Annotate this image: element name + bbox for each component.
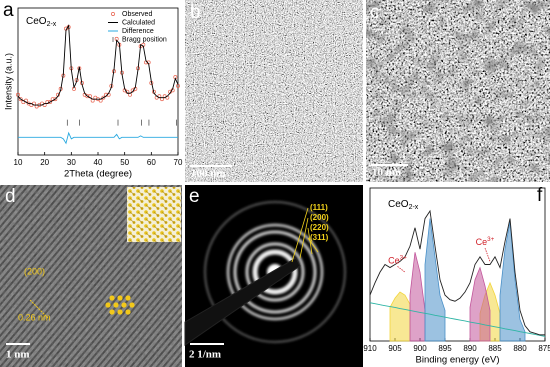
x-tick-label: 30 (67, 158, 76, 167)
series-line (17, 24, 179, 106)
panel-label: d (5, 186, 16, 207)
plane-label: (200) (24, 266, 45, 276)
panel-label: b (190, 2, 201, 23)
panel-label: f (537, 185, 543, 206)
plot-frame (17, 7, 179, 156)
ring-label: (220) (310, 223, 329, 232)
x-tick-label: 895 (438, 344, 452, 353)
x-tick-label: 890 (463, 344, 477, 353)
x-tick-label: 885 (488, 344, 502, 353)
x-tick-label: 70 (174, 158, 183, 167)
formula-sub: 2-x (47, 21, 57, 28)
tem-image (185, 0, 363, 182)
x-tick-label: 900 (413, 344, 427, 353)
panel-e: (111)(200)(220)(311) e 2 1/nm (184, 185, 363, 367)
tem-image-shade (366, 0, 550, 182)
diffraction-rings (204, 201, 346, 343)
x-axis-label: Binding energy (eV) (416, 355, 500, 366)
annotation-base: Ce (476, 237, 488, 247)
annotation-base: Ce (388, 256, 400, 266)
panel-c: c 10 nm (366, 0, 550, 182)
formula-base: CeO (388, 199, 409, 210)
formula-sub: 2-x (409, 204, 419, 211)
scale-bar-label: 2 1/nm (189, 349, 221, 361)
x-tick-label: 50 (120, 158, 129, 167)
x-tick-label: 880 (513, 344, 527, 353)
annotation-arrow (397, 266, 406, 273)
ring-pointers (291, 207, 319, 263)
y-axis-label: Intensity (a.u.) (3, 53, 13, 110)
observed-point (77, 66, 82, 71)
panel-label: a (3, 0, 14, 21)
observed-point (85, 94, 90, 99)
series-line (369, 209, 545, 336)
annotation-arrow (484, 247, 491, 262)
x-tick-label: 20 (40, 158, 49, 167)
component-area (409, 252, 426, 342)
component-area (469, 266, 491, 342)
x-tick-label: 910 (363, 344, 377, 353)
panel-label: e (189, 186, 200, 207)
x-tick-label: 905 (388, 344, 402, 353)
plot-frame (369, 187, 546, 342)
observed-point (101, 95, 106, 100)
charts: 10 20 30 40 50 60 70 2Theta (degree) Intensity (… (3, 0, 550, 366)
x-tick-label: 875 (538, 344, 550, 353)
spacing-marker (29, 299, 49, 319)
observed-point (18, 97, 23, 102)
ring-label: (311) (310, 233, 329, 242)
structure-inset (127, 187, 181, 242)
series-line (369, 302, 546, 337)
beam-stop (184, 257, 301, 346)
observed-point (48, 100, 52, 105)
legend-label: Difference (122, 28, 154, 35)
panel-b: b 100 nm (185, 0, 363, 182)
scale-bar-label: 10 nm (372, 167, 401, 179)
spacing-label: 0.26 nm (18, 312, 51, 322)
x-tick-label: 10 (14, 158, 23, 167)
x-tick-label: 60 (147, 158, 156, 167)
ring-labels: (111)(200)(220)(311) (310, 203, 329, 242)
annotation-sup: 3+ (400, 254, 408, 261)
x-tick-label: 40 (94, 158, 103, 167)
legend-label: Observed (122, 11, 152, 18)
component-area (499, 221, 526, 342)
formula-base: CeO (26, 16, 47, 27)
component-area (424, 218, 446, 342)
legend-label: Calculated (122, 19, 155, 26)
ring-label: (200) (310, 213, 329, 222)
legend-marker (111, 12, 115, 16)
observed-point (53, 97, 58, 102)
formula: CeO2-x (388, 199, 419, 211)
component-area (389, 291, 411, 342)
legend-label: Bragg position (122, 36, 167, 43)
annotation: Ce3+ (388, 254, 407, 266)
x-axis-label: 2Theta (degree) (64, 169, 132, 180)
scale-bar-label: 100 nm (191, 168, 226, 180)
panel-d: (200) 0.26 nm d 1 nm (0, 185, 182, 367)
scale-bar-label: 1 nm (6, 349, 30, 361)
atom-cluster (105, 295, 135, 315)
series-line (18, 131, 178, 145)
panel-label: c (370, 2, 380, 23)
annotation: Ce3+ (476, 236, 495, 248)
formula: CeO2-x (26, 16, 57, 28)
annotation-sup: 3+ (487, 236, 495, 243)
ring-label: (111) (310, 203, 328, 212)
